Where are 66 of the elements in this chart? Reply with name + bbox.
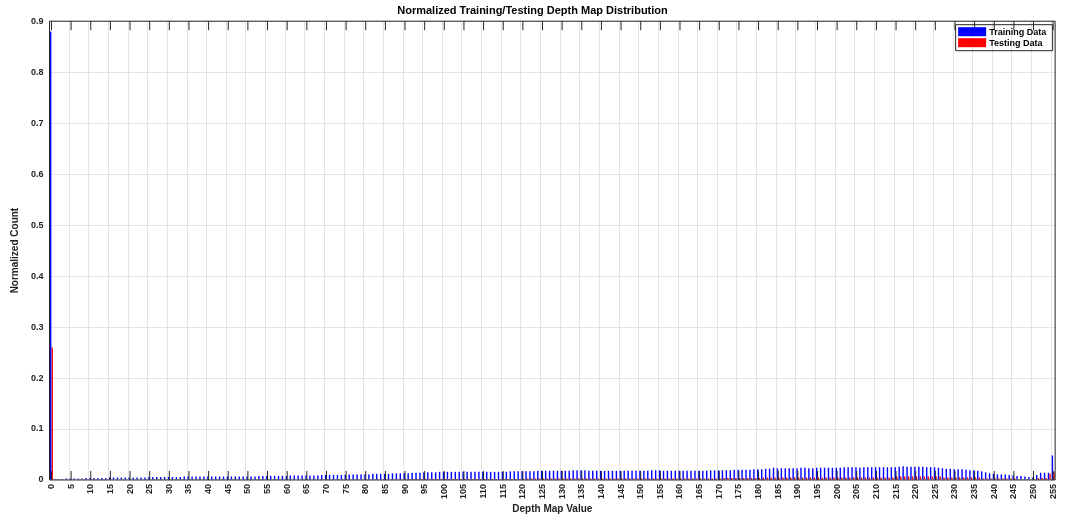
x-tick-label: 255 (1047, 483, 1058, 500)
x-tick-label: 45 (222, 483, 233, 494)
y-tick-label: 0.3 (31, 321, 44, 332)
x-tick-label: 40 (203, 483, 214, 494)
x-tick-label: 90 (399, 483, 410, 494)
x-tick-label: 245 (1008, 483, 1019, 500)
x-tick-label: 140 (595, 483, 606, 500)
y-tick-label: 0.2 (31, 372, 44, 383)
legend-label: Training Data (989, 26, 1048, 37)
x-tick-label: 170 (713, 483, 724, 500)
x-tick-label: 130 (556, 483, 567, 500)
x-tick-label: 220 (910, 483, 921, 500)
x-tick-label: 20 (124, 483, 135, 494)
x-tick-label: 5 (65, 483, 76, 489)
x-tick-label: 65 (301, 483, 312, 494)
x-tick-label: 230 (949, 483, 960, 500)
y-tick-label: 0.1 (31, 423, 44, 434)
y-tick-label: 0.4 (31, 270, 44, 281)
x-tick-label: 85 (379, 483, 390, 494)
x-tick-label: 215 (890, 483, 901, 500)
x-tick-label: 60 (281, 483, 292, 494)
x-tick-label: 175 (733, 483, 744, 500)
x-tick-label: 135 (576, 483, 587, 500)
x-tick-label: 210 (870, 483, 881, 500)
x-tick-label: 35 (183, 483, 194, 494)
x-tick-label: 160 (674, 483, 685, 500)
x-tick-label: 70 (320, 483, 331, 494)
x-tick-label: 50 (242, 483, 253, 494)
x-tick-label: 30 (163, 483, 174, 494)
x-tick-label: 250 (1028, 483, 1039, 500)
x-tick-label: 75 (340, 483, 351, 494)
chart-title: Normalized Training/Testing Depth Map Distribution (397, 3, 669, 16)
y-tick-label: 0.7 (31, 117, 44, 128)
legend-label: Testing Data (989, 37, 1044, 48)
x-tick-label: 25 (144, 483, 155, 494)
x-tick-label: 55 (262, 483, 273, 494)
x-axis-title: Depth Map Value (512, 502, 593, 514)
x-tick-label: 200 (831, 483, 842, 500)
x-tick-label: 180 (753, 483, 764, 500)
x-tick-label: 155 (654, 483, 665, 500)
y-tick-label: 0.8 (31, 66, 44, 77)
x-tick-label: 95 (419, 483, 430, 494)
x-tick-label: 115 (497, 483, 508, 499)
x-tick-label: 165 (694, 483, 705, 500)
x-tick-label: 100 (438, 483, 449, 500)
x-tick-label: 240 (988, 483, 999, 500)
y-tick-label: 0.5 (31, 219, 44, 230)
y-tick-label: 0.6 (31, 168, 44, 179)
x-tick-label: 205 (851, 483, 862, 500)
x-tick-label: 235 (969, 483, 980, 500)
x-tick-label: 195 (811, 483, 822, 500)
x-tick-label: 105 (458, 483, 469, 500)
x-tick-label: 145 (615, 483, 626, 500)
x-tick-label: 0 (45, 483, 56, 489)
x-tick-label: 80 (360, 483, 371, 494)
x-tick-label: 110 (478, 483, 489, 499)
x-tick-label: 120 (517, 483, 528, 500)
x-tick-label: 125 (536, 483, 547, 500)
x-tick-label: 190 (792, 483, 803, 500)
x-tick-label: 185 (772, 483, 783, 500)
x-tick-label: 15 (104, 483, 115, 494)
x-tick-label: 10 (85, 483, 96, 494)
x-tick-label: 225 (929, 483, 940, 500)
y-axis-title: Normalized Count (8, 207, 20, 294)
y-tick-label: 0.9 (31, 15, 44, 26)
x-tick-label: 150 (635, 483, 646, 500)
